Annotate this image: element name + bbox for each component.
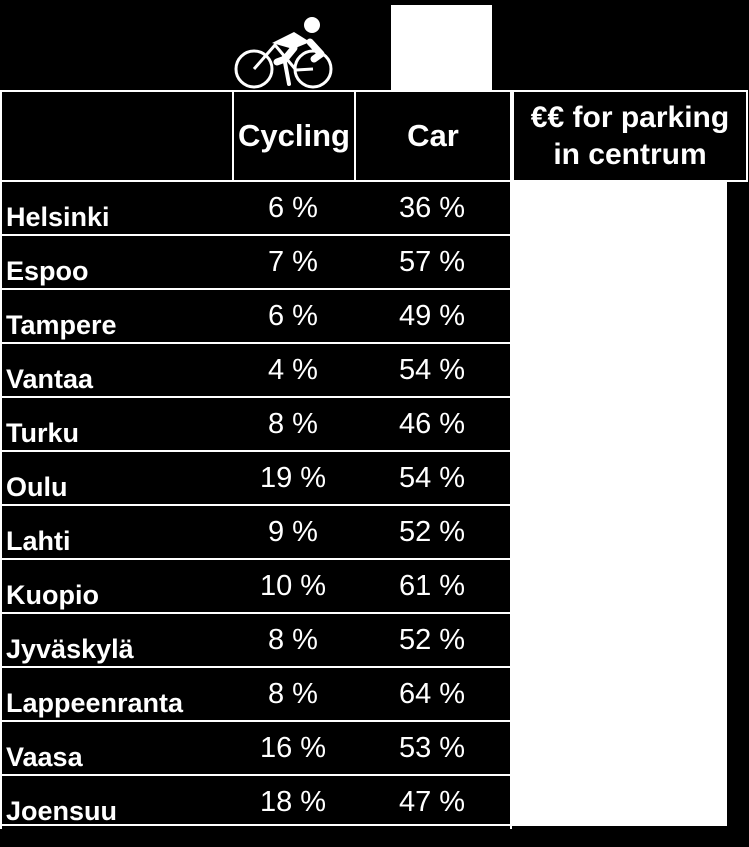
city-cell: Joensuu (0, 774, 234, 829)
table-row: Joensuu 18 % 47 % (0, 774, 512, 829)
city-cell: Turku (0, 396, 234, 451)
city-name: Kuopio (6, 580, 99, 610)
city-cell: Kuopio (0, 558, 234, 613)
city-cell: Tampere (0, 288, 234, 343)
table-row: Vantaa 4 % 54 % (0, 342, 512, 397)
city-name: Lappeenranta (6, 688, 184, 718)
city-name: Helsinki (6, 202, 110, 232)
table-row: Tampere 6 % 49 % (0, 288, 512, 343)
cycling-share: 18 % (232, 774, 356, 829)
city-name: Turku (6, 418, 79, 448)
city-name: Joensuu (6, 796, 118, 826)
parking-blank-area (512, 182, 727, 826)
city-name: Vantaa (6, 364, 94, 394)
city-name: Jyväskylä (6, 634, 134, 664)
city-cell: Lahti (0, 504, 234, 559)
table-row: Kuopio 10 % 61 % (0, 558, 512, 613)
city-cell: Helsinki (0, 180, 234, 235)
table-row: Oulu 19 % 54 % (0, 450, 512, 505)
cycling-share: 6 % (232, 288, 356, 343)
city-name: Lahti (6, 526, 71, 556)
car-share: 64 % (354, 666, 512, 721)
car-share: 53 % (354, 720, 512, 775)
table-row: Lahti 9 % 52 % (0, 504, 512, 559)
table-bottom-border (0, 824, 512, 826)
table-row: Vaasa 16 % 53 % (0, 720, 512, 775)
table-row: Jyväskylä 8 % 52 % (0, 612, 512, 667)
cyclist-icon (234, 17, 333, 89)
city-cell: Vantaa (0, 342, 234, 397)
car-share: 61 % (354, 558, 512, 613)
car-share: 54 % (354, 450, 512, 505)
city-name: Oulu (6, 472, 68, 502)
cycling-share: 7 % (232, 234, 356, 289)
car-share: 54 % (354, 342, 512, 397)
car-share: 46 % (354, 396, 512, 451)
cycling-share: 4 % (232, 342, 356, 397)
car-icon (391, 5, 492, 106)
table-row: Turku 8 % 46 % (0, 396, 512, 451)
cycling-share: 8 % (232, 612, 356, 667)
car-share: 49 % (354, 288, 512, 343)
city-cell: Jyväskylä (0, 612, 234, 667)
table-row: Lappeenranta 8 % 64 % (0, 666, 512, 721)
cycling-share: 10 % (232, 558, 356, 613)
city-name: Vaasa (6, 742, 83, 772)
car-share: 52 % (354, 612, 512, 667)
city-rows: Helsinki 6 % 36 % Espoo 7 % 57 % Tampere… (0, 180, 749, 829)
car-share: 52 % (354, 504, 512, 559)
car-share: 57 % (354, 234, 512, 289)
header-parking: €€ for parking in centrum (512, 90, 748, 182)
cycling-share: 8 % (232, 396, 356, 451)
cycling-share: 16 % (232, 720, 356, 775)
header-city-blank (0, 90, 234, 182)
car-share: 47 % (354, 774, 512, 829)
city-cell: Vaasa (0, 720, 234, 775)
header-car: Car (354, 90, 512, 182)
header-cycling: Cycling (232, 90, 356, 182)
cycling-share: 9 % (232, 504, 356, 559)
cycling-share: 8 % (232, 666, 356, 721)
table-row: Espoo 7 % 57 % (0, 234, 512, 289)
table-row: Helsinki 6 % 36 % (0, 180, 512, 235)
car-share: 36 % (354, 180, 512, 235)
cycling-share: 19 % (232, 450, 356, 505)
cycling-share: 6 % (232, 180, 356, 235)
city-name: Tampere (6, 310, 117, 340)
city-cell: Oulu (0, 450, 234, 505)
city-name: Espoo (6, 256, 89, 286)
city-cell: Espoo (0, 234, 234, 289)
city-cell: Lappeenranta (0, 666, 234, 721)
